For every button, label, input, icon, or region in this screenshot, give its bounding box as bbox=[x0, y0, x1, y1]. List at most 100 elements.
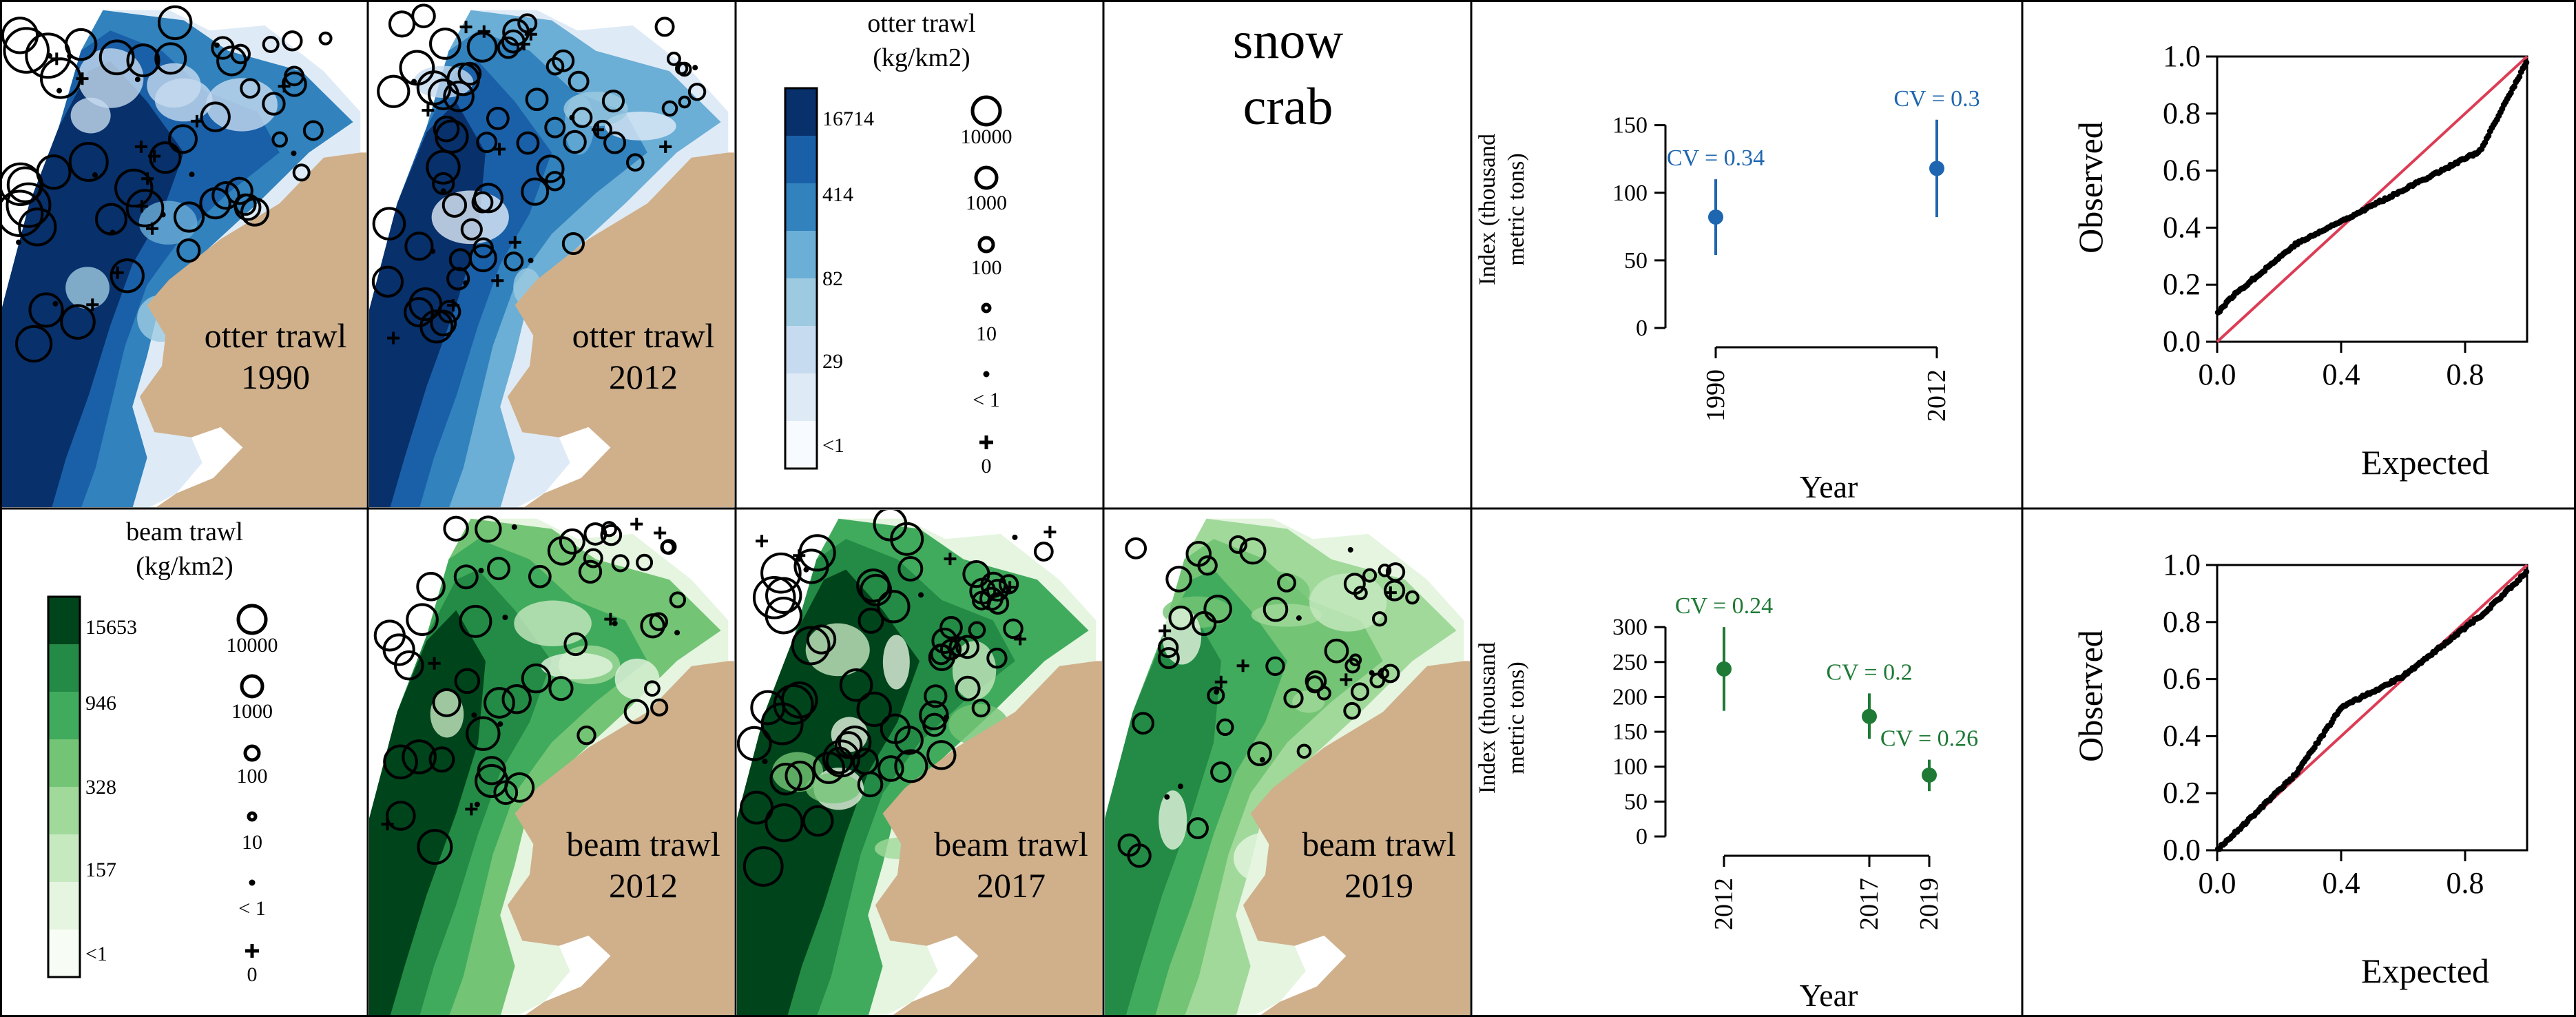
legend-color-bar bbox=[784, 87, 818, 470]
qq-plot-beam: Expected Observed 0.0 0.2 0.4 0.6 0.8 1.0 0.0 0… bbox=[2071, 548, 2530, 990]
x-tick-label: 0.0 bbox=[2199, 866, 2236, 900]
station-catch bbox=[454, 668, 481, 695]
map-beam-2019 bbox=[1105, 510, 1470, 1016]
station-catch bbox=[650, 698, 669, 717]
index-xlabel: Year bbox=[1800, 978, 1858, 1013]
qq-xlabel: Expected bbox=[2361, 443, 2489, 482]
plot-frame bbox=[2216, 564, 2528, 852]
x-tick-label: 0.4 bbox=[2323, 358, 2360, 391]
svg-text:82: 82 bbox=[822, 267, 843, 290]
map-otter-2012 bbox=[369, 1, 734, 507]
station-catch bbox=[678, 95, 692, 109]
station-catch bbox=[1405, 590, 1420, 605]
svg-text:10000: 10000 bbox=[227, 634, 278, 657]
station-catch bbox=[377, 74, 411, 108]
station-catch bbox=[417, 829, 453, 865]
station-catch bbox=[408, 287, 443, 321]
station-trace bbox=[1164, 794, 1170, 800]
station-catch bbox=[432, 688, 461, 717]
svg-text:10: 10 bbox=[242, 831, 262, 854]
station-catch bbox=[168, 124, 198, 154]
station-zero bbox=[50, 52, 63, 65]
svg-text:10000: 10000 bbox=[961, 125, 1012, 148]
station-catch bbox=[897, 555, 924, 582]
station-catch bbox=[1157, 647, 1180, 670]
svg-text:beam trawl: beam trawl bbox=[1302, 825, 1456, 863]
station-catch bbox=[603, 131, 627, 154]
station-catch bbox=[476, 132, 498, 154]
y-tick-label: 150 bbox=[1612, 719, 1648, 745]
station-trace bbox=[674, 630, 681, 636]
qq-point bbox=[2516, 73, 2523, 80]
y-tick-label: 0.0 bbox=[2163, 325, 2201, 358]
station-catch bbox=[931, 627, 958, 655]
station-catch bbox=[28, 292, 64, 328]
map-beam-2012 bbox=[369, 510, 734, 1016]
y-tick-label: 0.6 bbox=[2163, 154, 2201, 187]
station-catch bbox=[460, 218, 483, 241]
station-trace bbox=[47, 52, 53, 59]
legend-swatch bbox=[48, 692, 80, 740]
density-patch bbox=[431, 190, 509, 245]
station-catch bbox=[429, 28, 461, 60]
station-catch bbox=[471, 191, 494, 214]
station-zero bbox=[446, 299, 459, 312]
legend-swatch bbox=[48, 644, 80, 692]
svg-text:beam trawl: beam trawl bbox=[566, 825, 720, 863]
station-catch bbox=[211, 181, 240, 210]
station-trace bbox=[511, 524, 517, 530]
station-catch bbox=[880, 713, 911, 744]
station-zero bbox=[1236, 659, 1249, 672]
station-trace bbox=[1214, 689, 1220, 695]
station-catch bbox=[442, 192, 468, 218]
index-point bbox=[1708, 209, 1723, 225]
station-catch bbox=[60, 304, 96, 340]
station-catch bbox=[262, 35, 280, 53]
station-catch bbox=[64, 28, 98, 61]
station-catch bbox=[1003, 618, 1024, 639]
cv-label: CV = 0.24 bbox=[1675, 593, 1773, 619]
station-catch bbox=[176, 238, 201, 263]
land bbox=[875, 661, 1102, 1016]
station-catch bbox=[404, 297, 434, 327]
station-zero bbox=[604, 613, 617, 626]
y-tick-label: 0.4 bbox=[2163, 719, 2201, 752]
station-symbols bbox=[1, 5, 333, 363]
station-catch bbox=[487, 557, 511, 581]
station-catch bbox=[669, 591, 687, 608]
x-tick-label: 0.4 bbox=[2323, 866, 2360, 900]
y-tick-label: 0 bbox=[1636, 824, 1648, 850]
legend-beam-trawl: beam trawl (kg/km2) 15653 946 328 157 <1… bbox=[47, 517, 278, 986]
map-label-otter-1990: otter trawl 1990 bbox=[205, 316, 347, 396]
station-zero bbox=[508, 236, 521, 249]
cv-label: CV = 0.34 bbox=[1667, 145, 1765, 171]
station-catch bbox=[446, 267, 470, 291]
station-catch bbox=[1157, 637, 1179, 659]
x-tick-label: 1990 bbox=[1701, 369, 1730, 422]
station-catch bbox=[459, 604, 492, 638]
legend-size-labels: 10000 1000 100 10 < 1 0 bbox=[227, 634, 278, 986]
station-zero bbox=[756, 535, 769, 548]
station-catch bbox=[939, 639, 962, 661]
density-patch bbox=[882, 635, 910, 690]
svg-text:10: 10 bbox=[976, 322, 997, 345]
station-catch bbox=[924, 684, 948, 708]
station-zero bbox=[422, 104, 435, 117]
y-tick-label: 100 bbox=[1612, 181, 1648, 206]
size-symbol-10000 bbox=[236, 604, 268, 635]
svg-text:2019: 2019 bbox=[1344, 866, 1413, 905]
legend-swatch bbox=[785, 373, 817, 422]
svg-text:0: 0 bbox=[247, 963, 258, 986]
station-catch bbox=[998, 574, 1019, 595]
station-catch bbox=[856, 691, 892, 728]
station-catch bbox=[986, 648, 1008, 669]
station-trace bbox=[134, 76, 141, 83]
station-zero bbox=[1043, 526, 1057, 539]
land bbox=[139, 152, 366, 507]
station-catch bbox=[262, 92, 286, 116]
station-catch bbox=[443, 81, 475, 112]
station-catch bbox=[516, 131, 540, 155]
x-tick-label: 2012 bbox=[1922, 369, 1951, 422]
svg-text:414: 414 bbox=[822, 183, 853, 206]
legend-size-symbols bbox=[236, 604, 268, 958]
